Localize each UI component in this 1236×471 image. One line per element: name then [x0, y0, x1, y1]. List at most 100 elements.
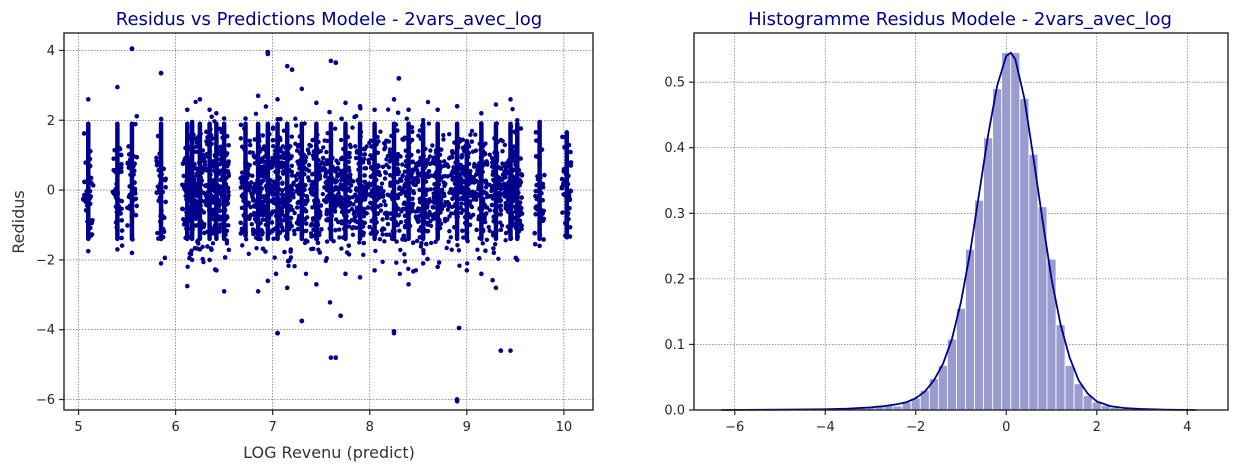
scatter-point	[188, 165, 194, 171]
scatter-point	[407, 211, 412, 216]
scatter-point	[418, 155, 423, 161]
scatter-point	[496, 256, 501, 261]
scatter-point	[492, 167, 498, 172]
scatter-point	[389, 216, 394, 222]
scatter-point	[287, 220, 293, 225]
scatter-point	[390, 174, 396, 179]
scatter-point	[191, 132, 196, 137]
scatter-point	[499, 184, 505, 190]
scatter-point	[309, 246, 314, 252]
scatter-point	[216, 151, 222, 157]
scatter-point	[186, 195, 192, 201]
scatter-point	[225, 196, 231, 201]
scatter-point	[220, 135, 225, 140]
scatter-point	[400, 173, 405, 178]
scatter-point	[88, 175, 94, 181]
scatter-point	[470, 212, 476, 218]
histogram-bar	[1028, 153, 1039, 411]
histogram-bar	[983, 137, 994, 411]
scatter-point	[126, 144, 131, 149]
scatter-point	[346, 209, 351, 214]
scatter-point	[415, 218, 421, 224]
scatter-point	[534, 182, 539, 188]
scatter-point	[508, 236, 514, 241]
scatter-point	[484, 211, 489, 216]
scatter-point	[497, 198, 503, 204]
scatter-point	[281, 218, 286, 223]
scatter-point-max	[420, 117, 426, 123]
scatter-point	[472, 180, 477, 185]
scatter-point	[310, 216, 316, 221]
scatter-point	[534, 196, 540, 202]
histogram-panel: Histogramme Residus Modele - 2vars_avec_…	[664, 9, 1229, 435]
scatter-point	[432, 156, 437, 161]
scatter-point	[213, 165, 219, 171]
scatter-point	[509, 183, 514, 188]
scatter-point	[296, 172, 301, 177]
scatter-point	[387, 232, 393, 237]
scatter-point	[155, 230, 160, 236]
scatter-point	[243, 160, 248, 166]
scatter-point	[355, 219, 360, 225]
scatter-point	[540, 184, 546, 190]
scatter-point	[396, 212, 402, 218]
scatter-point	[296, 199, 301, 204]
scatter-point	[295, 144, 301, 149]
scatter-point	[413, 214, 419, 219]
scatter-point	[500, 176, 505, 181]
scatter-point	[416, 133, 421, 138]
scatter-point	[447, 156, 452, 161]
scatter-point	[81, 131, 87, 136]
scatter-point	[334, 193, 340, 198]
scatter-point	[421, 153, 426, 158]
scatter-point-max	[454, 104, 460, 109]
scatter-point	[266, 160, 272, 165]
scatter-point	[194, 166, 200, 172]
scatter-point	[278, 160, 283, 166]
scatter-point	[420, 209, 426, 214]
scatter-point	[503, 170, 509, 175]
scatter-point	[539, 147, 545, 152]
scatter-point	[477, 235, 482, 241]
scatter-point	[209, 162, 215, 168]
scatter-point	[192, 149, 197, 154]
scatter-point	[306, 162, 312, 168]
histogram-y-tick-label: 0.4	[664, 141, 685, 156]
scatter-point	[283, 186, 288, 192]
scatter-point	[131, 190, 136, 196]
scatter-point	[304, 215, 310, 220]
scatter-point	[446, 164, 451, 169]
scatter-point	[285, 258, 291, 264]
scatter-point	[190, 227, 195, 232]
scatter-point	[533, 130, 539, 135]
scatter-point	[567, 197, 573, 203]
scatter-point	[517, 181, 523, 187]
scatter-point	[346, 159, 351, 165]
scatter-point	[390, 228, 396, 234]
scatter-point	[258, 221, 263, 226]
scatter-point	[482, 190, 487, 195]
scatter-point	[205, 135, 210, 140]
scatter-point	[292, 210, 297, 216]
scatter-points	[81, 46, 574, 404]
histogram-y-tick-label: 0.1	[664, 338, 685, 353]
scatter-point	[453, 201, 458, 207]
scatter-point	[374, 220, 379, 225]
scatter-point	[532, 230, 538, 236]
scatter-point	[404, 177, 409, 182]
scatter-point	[474, 227, 479, 233]
scatter-point	[420, 229, 425, 234]
scatter-point	[346, 186, 352, 191]
scatter-point	[340, 206, 345, 211]
scatter-point-max	[372, 107, 377, 113]
scatter-point	[133, 121, 138, 127]
scatter-point-max	[493, 102, 499, 107]
scatter-point	[417, 235, 423, 240]
scatter-point	[254, 189, 259, 194]
scatter-point	[433, 239, 438, 245]
scatter-point	[460, 145, 466, 151]
scatter-point	[489, 202, 495, 208]
scatter-point	[330, 164, 335, 170]
scatter-point	[115, 191, 120, 197]
scatter-point	[511, 154, 516, 159]
